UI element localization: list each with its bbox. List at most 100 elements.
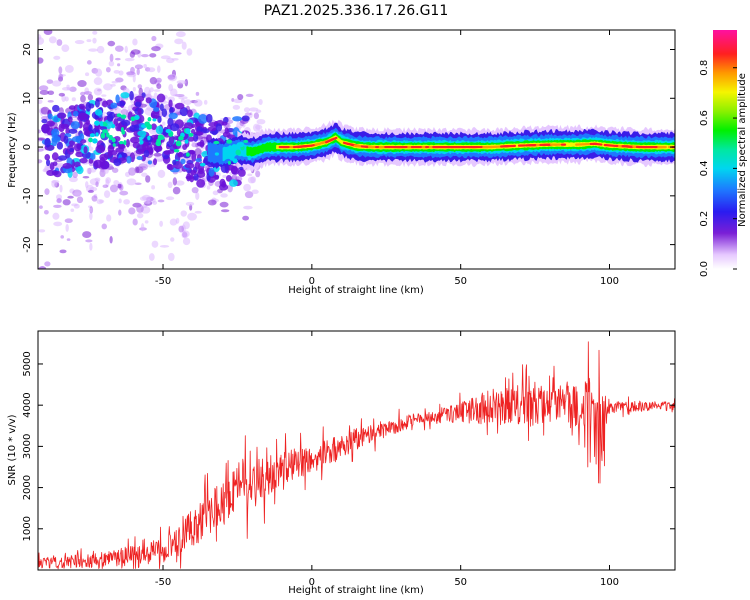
spectrogram-blob xyxy=(64,218,73,224)
spectrogram-blob xyxy=(203,99,208,105)
spectrogram-blob xyxy=(149,53,157,58)
spectrogram-blob xyxy=(145,175,151,183)
spectrogram-blob xyxy=(148,89,152,98)
spectrogram-blob xyxy=(173,149,180,153)
spectrogram-blob xyxy=(38,266,47,269)
snr-y-axis-label: SNR (10 * v/v) xyxy=(7,414,18,485)
spectrogram-blob xyxy=(194,148,202,156)
spectrogram-blob xyxy=(82,231,92,239)
spectrogram-blob xyxy=(67,116,73,122)
spectrogram-blob xyxy=(71,136,82,143)
spectrogram-blob xyxy=(236,142,243,147)
spectrogram-blob xyxy=(114,57,121,61)
spectrogram-blob xyxy=(185,128,191,135)
spectrogram-blob xyxy=(168,135,175,145)
spectrogram-blob xyxy=(175,140,182,147)
spectrogram-blob xyxy=(113,118,119,127)
colorbar-tick-label: 0.6 xyxy=(699,110,710,126)
spectrogram-blob xyxy=(110,8,119,14)
spectrogram-blob xyxy=(153,158,158,166)
spectrogram-blob xyxy=(243,107,251,113)
colorbar: 0.0 0.2 0.4 0.6 0.8 Normalized spectral ampl… xyxy=(699,30,748,277)
spectrogram-blob xyxy=(72,171,78,179)
spectrogram-blob xyxy=(107,40,116,47)
spectrogram-blob xyxy=(120,114,127,119)
spectrogram-blob xyxy=(113,69,120,74)
spectrogram-blob xyxy=(85,239,93,243)
spectrogram-blob xyxy=(92,37,97,44)
spectrogram-blob xyxy=(82,176,90,179)
spectrogram-blob xyxy=(147,117,152,122)
spectrogram-blob xyxy=(220,193,228,198)
spectrogram-blob xyxy=(156,65,161,73)
spectrogram-blob xyxy=(186,48,193,56)
spectrogram-blob xyxy=(84,91,92,95)
spectrogram-blob xyxy=(100,132,106,139)
spectrogram-blob xyxy=(191,186,199,194)
spectrogram-blob xyxy=(136,212,144,219)
colorbar-tick-label: 0.8 xyxy=(699,60,710,76)
spectrogram-blob xyxy=(230,165,238,175)
spectrogram-blob xyxy=(46,159,51,167)
spectrogram-blob xyxy=(244,191,254,199)
spectrogram-blob xyxy=(67,195,74,199)
spectrogram-blob xyxy=(134,101,142,108)
spectrogram-blob xyxy=(94,120,100,126)
spectrogram-blob xyxy=(162,121,166,126)
spectrogram-blob xyxy=(40,106,50,115)
spectrogram-blob xyxy=(195,91,200,96)
spectrogram-blob xyxy=(111,167,119,173)
spectrogram-blob xyxy=(134,182,142,185)
spectrogram-blob xyxy=(101,223,107,230)
spectrogram-blob xyxy=(80,91,86,96)
spectrogram-blob xyxy=(86,167,90,174)
spectrogram-blob xyxy=(62,199,71,206)
spectrogram-blob xyxy=(197,168,205,175)
spectrogram-blob xyxy=(52,212,60,220)
spectrogram-blob xyxy=(46,120,55,127)
spectrogram-blob xyxy=(51,152,59,161)
spectrogram-blob xyxy=(123,199,130,205)
spectrogram-blob xyxy=(169,218,178,226)
spectrogram-blob xyxy=(51,128,60,137)
spectrogram-blob xyxy=(148,253,155,261)
spectrogram-blob xyxy=(137,84,143,89)
spectrogram-blob xyxy=(153,92,158,100)
spectrogram-blob xyxy=(126,155,132,164)
spectrogram-blob xyxy=(121,130,126,135)
spectrogram-blob xyxy=(175,217,180,224)
spectrogram-blob xyxy=(103,83,113,91)
spectrogram-blob xyxy=(105,66,111,73)
snr-y-tick-label: 3000 xyxy=(22,434,33,459)
spectrogram-blob xyxy=(225,174,232,182)
spectrogram-blob xyxy=(61,44,70,52)
spectrogram-blob xyxy=(214,175,220,180)
spectrogram-blob xyxy=(64,96,69,102)
spectrogram-blob xyxy=(132,38,138,46)
spectrogram-blob xyxy=(136,68,140,76)
spectrogram-blob xyxy=(38,99,43,105)
spectrogram-blob xyxy=(44,188,50,196)
spectrogram-blob xyxy=(108,134,113,141)
spectrogram-blob xyxy=(111,80,119,84)
spectrogram-blob xyxy=(116,113,122,118)
spectrogram-blob xyxy=(46,79,54,84)
spectrogram-blob xyxy=(177,152,184,158)
spectrogram-blob xyxy=(243,183,251,192)
spectrogram-blob xyxy=(170,237,175,242)
spectrogram-blob xyxy=(99,120,104,127)
spectrogram-blob xyxy=(144,121,150,127)
spectrogram-blob xyxy=(160,55,171,60)
spectrogram-blob xyxy=(155,77,162,83)
spectrogram-blob xyxy=(105,177,112,184)
spectrogram-y-tick-label: 10 xyxy=(22,92,33,105)
spectrogram-blob xyxy=(182,221,190,230)
spectrogram-x-tick-label: 50 xyxy=(454,276,467,287)
spectrogram-blob xyxy=(206,185,211,190)
spectrogram-blob xyxy=(174,38,184,45)
spectrogram-blob xyxy=(245,93,254,97)
spectrogram-blob xyxy=(44,261,51,267)
spectrogram-blob xyxy=(159,244,170,248)
